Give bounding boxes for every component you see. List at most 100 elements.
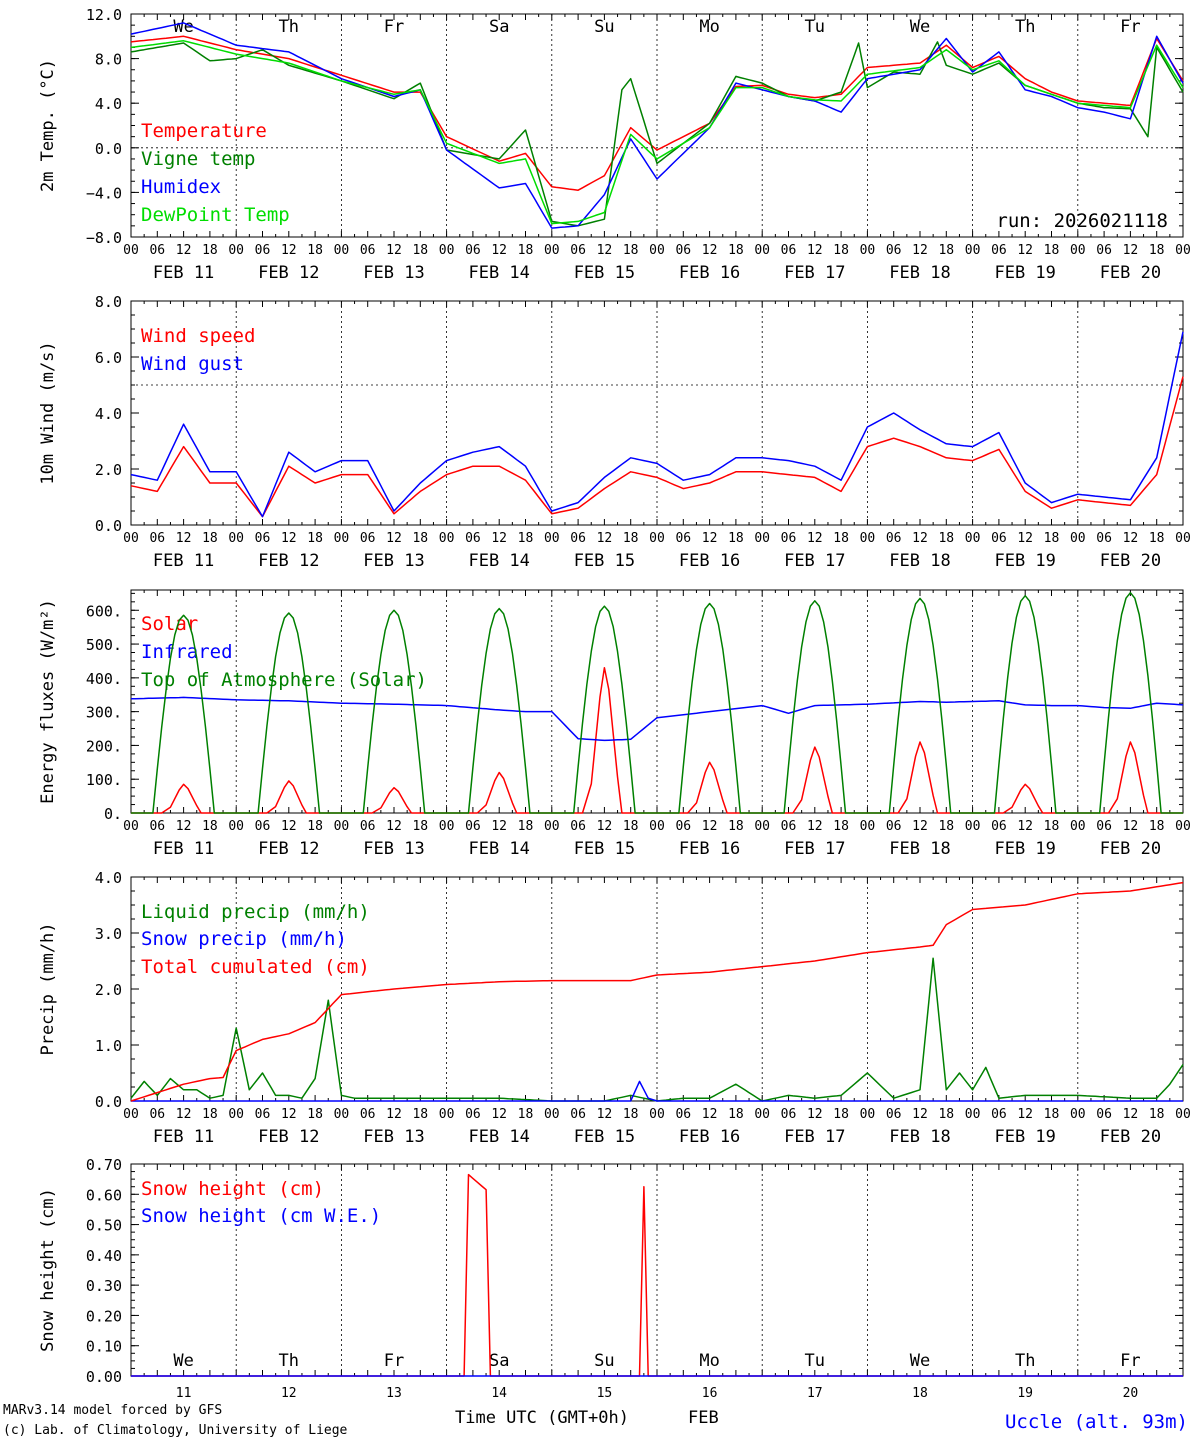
- date-label: FEB 17: [784, 839, 845, 859]
- hour-label: 06: [781, 531, 797, 546]
- hour-label: 18: [623, 819, 639, 834]
- hour-label: 00: [123, 243, 139, 258]
- date-label: FEB 12: [258, 839, 319, 859]
- y-tick-label: 500.: [86, 636, 122, 654]
- weekday-label: Th: [279, 1351, 299, 1371]
- date-label: FEB 15: [574, 1127, 635, 1147]
- weekday-label: Fr: [384, 17, 404, 37]
- y-tick-label: 6.0: [95, 349, 122, 367]
- date-label: FEB 13: [363, 263, 424, 283]
- hour-label: 12: [386, 243, 402, 258]
- hour-label: 00: [334, 531, 350, 546]
- hour-label: 18: [518, 1107, 534, 1122]
- hour-label: 12: [807, 531, 823, 546]
- hour-label: 00: [649, 531, 665, 546]
- run-label: run: 2026021118: [996, 210, 1168, 232]
- y-axis-label: Energy fluxes (W/m²): [38, 599, 58, 804]
- hour-label: 06: [149, 243, 165, 258]
- hour-label: 18: [202, 243, 218, 258]
- hour-label: 00: [649, 819, 665, 834]
- hour-label: 06: [675, 819, 691, 834]
- day-number: 14: [491, 1386, 507, 1401]
- hour-label: 12: [176, 1107, 192, 1122]
- hour-label: 12: [1017, 243, 1033, 258]
- date-label: FEB 15: [574, 263, 635, 283]
- date-label: FEB 19: [994, 839, 1055, 859]
- y-tick-label: 0.50: [86, 1217, 122, 1235]
- hour-label: 12: [491, 531, 507, 546]
- weekday-label: Mo: [699, 17, 719, 37]
- hour-label: 18: [833, 243, 849, 258]
- hour-label: 06: [1096, 819, 1112, 834]
- x-axis-label: Time UTC (GMT+0h): [455, 1408, 629, 1428]
- y-tick-label: −8.0: [86, 229, 122, 247]
- hour-label: 12: [1123, 531, 1139, 546]
- hour-label: 06: [886, 531, 902, 546]
- y-tick-label: 200.: [86, 737, 122, 755]
- date-label: FEB 14: [468, 1127, 529, 1147]
- legend-entry: Snow height (cm): [141, 1178, 324, 1200]
- y-tick-label: 0.00: [86, 1368, 122, 1386]
- hour-label: 06: [991, 531, 1007, 546]
- hour-label: 06: [149, 531, 165, 546]
- y-tick-label: 100.: [86, 771, 122, 789]
- hour-label: 12: [176, 243, 192, 258]
- weekday-label: We: [910, 17, 930, 37]
- legend-entry: Solar: [141, 613, 198, 635]
- hour-label: 12: [281, 531, 297, 546]
- hour-label: 18: [938, 243, 954, 258]
- y-tick-label: 0.: [104, 805, 122, 823]
- y-tick-label: 400.: [86, 670, 122, 688]
- date-label: FEB 14: [468, 263, 529, 283]
- hour-label: 06: [781, 1107, 797, 1122]
- hour-label: 12: [807, 819, 823, 834]
- hour-label: 12: [702, 243, 718, 258]
- hour-label: 00: [1070, 531, 1086, 546]
- hour-label: 18: [728, 243, 744, 258]
- y-tick-label: −4.0: [86, 184, 122, 202]
- date-label: FEB 11: [153, 839, 214, 859]
- hour-label: 18: [307, 243, 323, 258]
- hour-label: 12: [281, 1107, 297, 1122]
- weekday-label: Sa: [489, 1351, 509, 1371]
- hour-label: 18: [728, 819, 744, 834]
- hour-label: 18: [728, 531, 744, 546]
- hour-label: 18: [202, 1107, 218, 1122]
- hour-label: 12: [491, 819, 507, 834]
- hour-label: 18: [1149, 243, 1165, 258]
- y-tick-label: 4.0: [95, 405, 122, 423]
- hour-label: 00: [1175, 1107, 1191, 1122]
- hour-label: 12: [912, 243, 928, 258]
- hour-label: 12: [807, 1107, 823, 1122]
- hour-label: 00: [228, 243, 244, 258]
- date-label: FEB 15: [574, 839, 635, 859]
- legend-entry: Vigne temp: [141, 148, 255, 170]
- hour-label: 12: [702, 531, 718, 546]
- hour-label: 18: [307, 1107, 323, 1122]
- date-label: FEB 16: [679, 263, 740, 283]
- weekday-label: Fr: [384, 1351, 404, 1371]
- hour-label: 00: [228, 819, 244, 834]
- hour-label: 06: [360, 1107, 376, 1122]
- hour-label: 00: [439, 531, 455, 546]
- hour-label: 12: [1123, 1107, 1139, 1122]
- hour-label: 06: [360, 243, 376, 258]
- weekday-label: Sa: [489, 17, 509, 37]
- hour-label: 06: [781, 243, 797, 258]
- date-label: FEB 18: [889, 839, 950, 859]
- date-label: FEB 17: [784, 551, 845, 571]
- hour-label: 12: [1017, 531, 1033, 546]
- legend-entry: Wind gust: [141, 353, 244, 375]
- weekday-label: Tu: [805, 1351, 825, 1371]
- hour-label: 06: [465, 531, 481, 546]
- hour-label: 06: [149, 819, 165, 834]
- hour-label: 12: [912, 819, 928, 834]
- y-axis-label: Precip (mm/h): [38, 922, 58, 1055]
- day-number: 11: [176, 1386, 192, 1401]
- weekday-label: Th: [1015, 17, 1035, 37]
- hour-label: 00: [544, 1107, 560, 1122]
- hour-label: 06: [675, 1107, 691, 1122]
- weekday-label: Th: [279, 17, 299, 37]
- hour-label: 12: [1123, 819, 1139, 834]
- hour-label: 18: [412, 531, 428, 546]
